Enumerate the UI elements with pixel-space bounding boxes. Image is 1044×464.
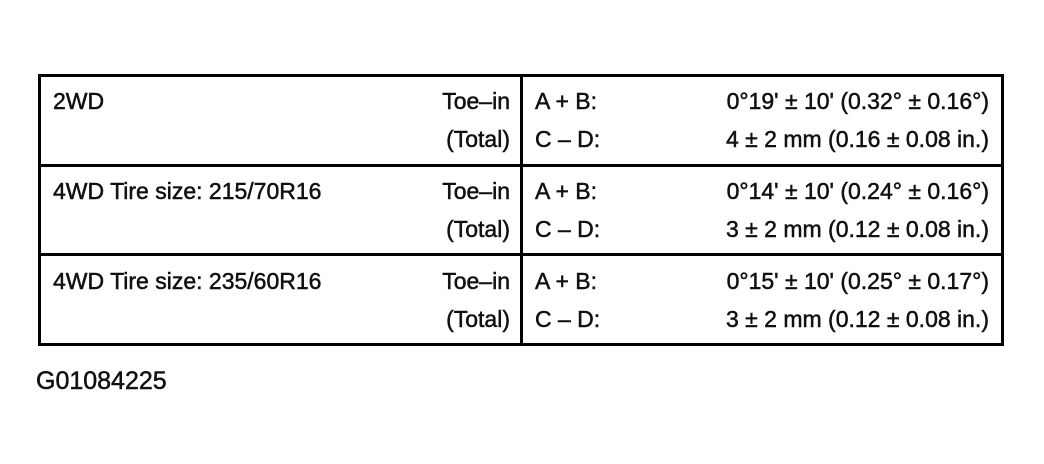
- measure-qualifier: (Total): [446, 305, 510, 332]
- vehicle-label: 4WD Tire size: 215/70R16: [53, 178, 322, 205]
- measure-label: Toe–in: [442, 178, 510, 205]
- figure-id: G01084225: [36, 367, 167, 396]
- table-row: 4WD Tire size: 215/70R16 Toe–in (Total) …: [41, 163, 1001, 254]
- vehicle-label: 4WD Tire size: 235/60R16: [53, 267, 322, 294]
- spec-key: C – D:: [535, 305, 601, 332]
- spec-value: 3 ± 2 mm (0.12 ± 0.08 in.): [725, 216, 990, 243]
- vehicle-cell: 4WD Tire size: 215/70R16 Toe–in (Total): [41, 166, 523, 254]
- spec-key: C – D:: [535, 126, 601, 153]
- vehicle-label: 2WD: [53, 88, 105, 115]
- spec-key: C – D:: [535, 216, 601, 243]
- measure-label: Toe–in: [442, 267, 510, 294]
- spec-value: 3 ± 2 mm (0.12 ± 0.08 in.): [725, 305, 990, 332]
- vehicle-cell: 4WD Tire size: 235/60R16 Toe–in (Total): [41, 256, 523, 344]
- spec-key: A + B:: [535, 88, 598, 115]
- table-row: 4WD Tire size: 235/60R16 Toe–in (Total) …: [41, 253, 1001, 344]
- spec-cell: A + B: 0°15' ± 10' (0.25° ± 0.17°) C – D…: [523, 256, 1001, 343]
- measure-label: Toe–in: [442, 88, 510, 115]
- spec-cell: A + B: 0°19' ± 10' (0.32° ± 0.16°) C – D…: [523, 77, 1001, 164]
- table-row: 2WD Toe–in (Total) A + B: 0°19' ± 10' (0…: [41, 77, 1001, 164]
- spec-value: 0°14' ± 10' (0.24° ± 0.16°): [726, 178, 989, 205]
- spec-key: A + B:: [535, 267, 598, 294]
- measure-qualifier: (Total): [446, 216, 510, 243]
- spec-value: 4 ± 2 mm (0.16 ± 0.08 in.): [725, 126, 990, 153]
- spec-value: 0°15' ± 10' (0.25° ± 0.17°): [726, 267, 989, 294]
- toe-in-spec-table: 2WD Toe–in (Total) A + B: 0°19' ± 10' (0…: [38, 74, 1004, 346]
- spec-key: A + B:: [535, 178, 598, 205]
- spec-value: 0°19' ± 10' (0.32° ± 0.16°): [726, 88, 989, 115]
- vehicle-cell: 2WD Toe–in (Total): [41, 77, 523, 164]
- measure-qualifier: (Total): [446, 126, 510, 153]
- spec-cell: A + B: 0°14' ± 10' (0.24° ± 0.16°) C – D…: [523, 167, 1001, 254]
